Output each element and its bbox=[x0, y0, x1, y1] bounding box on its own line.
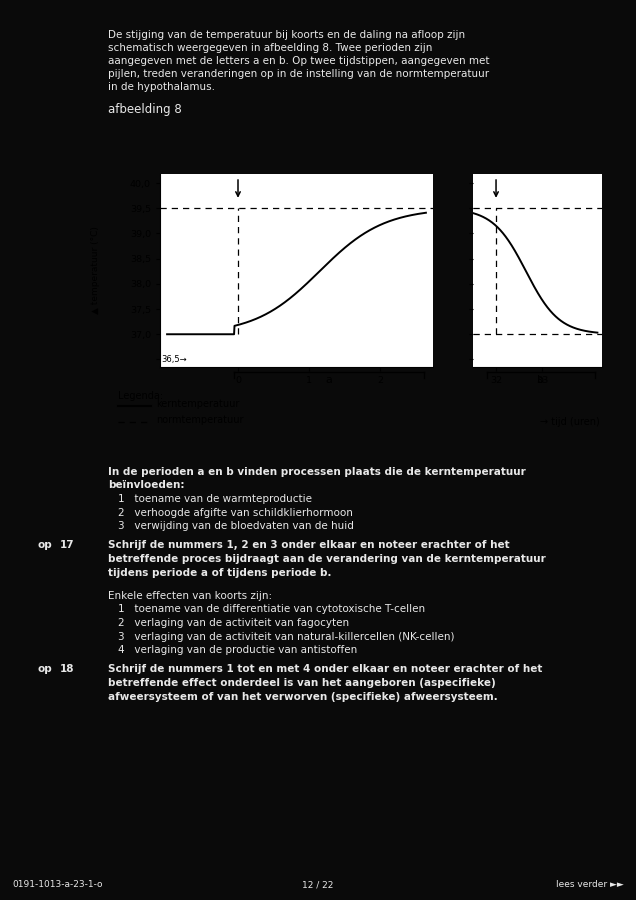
Text: Legenda:: Legenda: bbox=[118, 391, 163, 401]
Text: lees verder ►►: lees verder ►► bbox=[556, 880, 624, 889]
Text: In de perioden a en b vinden processen plaats die de kerntemperatuur: In de perioden a en b vinden processen p… bbox=[108, 467, 526, 477]
Text: in de hypothalamus.: in de hypothalamus. bbox=[108, 82, 215, 92]
Text: 18: 18 bbox=[60, 664, 74, 674]
Text: Schrijf de nummers 1 tot en met 4 onder elkaar en noteer erachter of het: Schrijf de nummers 1 tot en met 4 onder … bbox=[108, 664, 543, 674]
Text: 17: 17 bbox=[60, 541, 74, 551]
Text: betreffende effect onderdeel is van het aangeboren (aspecifieke): betreffende effect onderdeel is van het … bbox=[108, 678, 495, 688]
Text: 1   toename van de warmteproductie: 1 toename van de warmteproductie bbox=[118, 494, 312, 504]
Text: a: a bbox=[326, 375, 333, 385]
Text: op: op bbox=[38, 664, 53, 674]
Text: pijlen, treden veranderingen op in de instelling van de normtemperatuur: pijlen, treden veranderingen op in de in… bbox=[108, 69, 489, 79]
Text: betreffende proces bijdraagt aan de verandering van de kerntemperatuur: betreffende proces bijdraagt aan de vera… bbox=[108, 554, 546, 564]
Text: 0191-1013-a-23-1-o: 0191-1013-a-23-1-o bbox=[12, 880, 102, 889]
Text: 12 / 22: 12 / 22 bbox=[302, 880, 334, 889]
Text: 4   verlaging van de productie van antistoffen: 4 verlaging van de productie van antisto… bbox=[118, 645, 357, 655]
Text: 36,5→: 36,5→ bbox=[162, 355, 187, 364]
Text: aangegeven met de letters a en b. Op twee tijdstippen, aangegeven met: aangegeven met de letters a en b. Op twe… bbox=[108, 56, 490, 66]
Text: 3   verlaging van de activiteit van natural-killercellen (NK-cellen): 3 verlaging van de activiteit van natura… bbox=[118, 632, 455, 642]
Text: kerntemperatuur: kerntemperatuur bbox=[156, 400, 239, 410]
Text: afbeelding 8: afbeelding 8 bbox=[108, 103, 182, 116]
Text: beïnvloeden:: beïnvloeden: bbox=[108, 481, 184, 491]
Text: → tijd (uren): → tijd (uren) bbox=[540, 417, 600, 427]
Text: Schrijf de nummers 1, 2 en 3 onder elkaar en noteer erachter of het: Schrijf de nummers 1, 2 en 3 onder elkaa… bbox=[108, 541, 509, 551]
Text: afweersysteem of van het verworven (specifieke) afweersysteem.: afweersysteem of van het verworven (spec… bbox=[108, 691, 498, 701]
Text: 2   verlaging van de activiteit van fagocyten: 2 verlaging van de activiteit van fagocy… bbox=[118, 618, 349, 628]
Text: 3   verwijding van de bloedvaten van de huid: 3 verwijding van de bloedvaten van de hu… bbox=[118, 521, 354, 531]
Text: b: b bbox=[537, 375, 544, 385]
Text: 1   toename van de differentiatie van cytotoxische T-cellen: 1 toename van de differentiatie van cyto… bbox=[118, 605, 425, 615]
Text: schematisch weergegeven in afbeelding 8. Twee perioden zijn: schematisch weergegeven in afbeelding 8.… bbox=[108, 43, 432, 53]
Text: Enkele effecten van koorts zijn:: Enkele effecten van koorts zijn: bbox=[108, 591, 272, 601]
Text: op: op bbox=[38, 541, 53, 551]
Text: normtemperatuur: normtemperatuur bbox=[156, 415, 243, 425]
Y-axis label: ▲ temperatuur (°C): ▲ temperatuur (°C) bbox=[91, 227, 100, 314]
Text: De stijging van de temperatuur bij koorts en de daling na afloop zijn: De stijging van de temperatuur bij koort… bbox=[108, 30, 465, 40]
Text: 2   verhoogde afgifte van schildklierhormoon: 2 verhoogde afgifte van schildklierhormo… bbox=[118, 508, 353, 518]
Text: tijdens periode a of tijdens periode b.: tijdens periode a of tijdens periode b. bbox=[108, 568, 331, 578]
